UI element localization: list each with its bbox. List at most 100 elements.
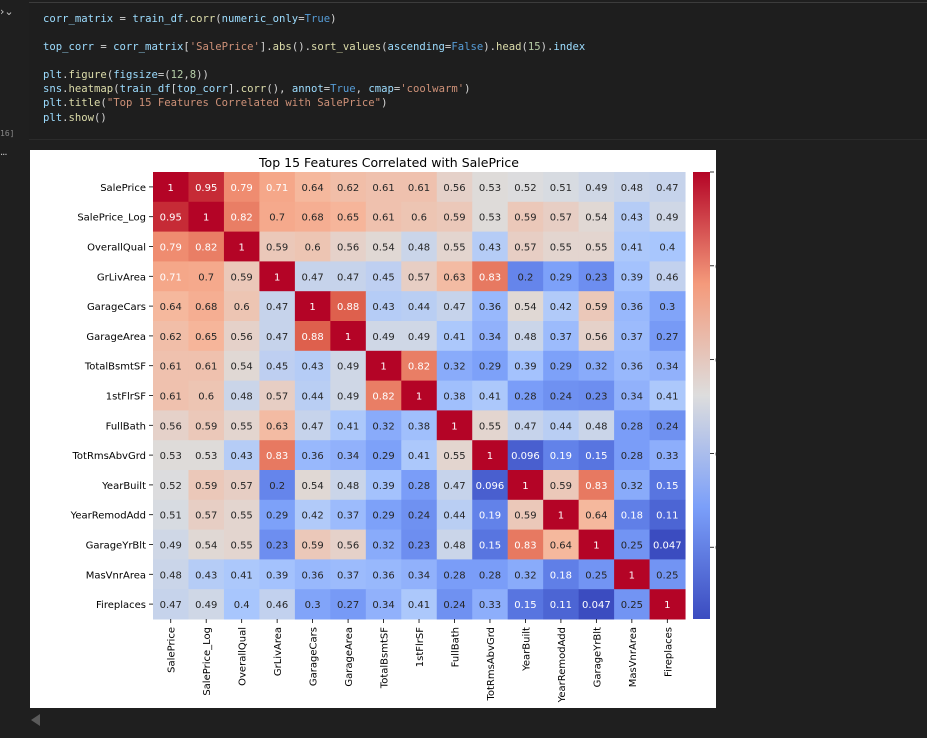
chart-title: Top 15 Features Correlated with SalePric… — [258, 155, 519, 170]
heatmap-cell — [578, 529, 615, 560]
cell-value-label: 0.096 — [511, 451, 540, 462]
y-tick-label: OverallQual — [87, 243, 146, 254]
cell-value-label: 0.28 — [479, 570, 501, 581]
heatmap-cell — [649, 589, 686, 620]
cell-value-label: 0.47 — [443, 302, 465, 313]
cell-value-label: 0.45 — [372, 272, 394, 283]
heatmap-cell — [223, 380, 260, 411]
heatmap-cell — [507, 231, 544, 262]
code-token: = — [94, 41, 114, 53]
heatmap-cell — [188, 559, 225, 590]
heatmap-cell — [614, 201, 651, 233]
cell-value-label: 0.61 — [160, 362, 182, 373]
cell-value-label: 0.59 — [514, 511, 536, 522]
cell-value-label: 0.7 — [198, 272, 214, 283]
heatmap-cell — [507, 499, 544, 531]
x-tick-label: Fireplaces — [663, 627, 674, 677]
heatmap-cell — [472, 172, 509, 203]
code-token: top_corr — [43, 41, 95, 53]
cell-value-label: 0.88 — [301, 332, 323, 343]
cell-value-label: 0.49 — [195, 600, 217, 611]
cell-value-label: 0.59 — [585, 302, 607, 313]
cell-value-label: 0.37 — [337, 570, 359, 581]
heatmap-cell — [507, 559, 544, 590]
heatmap-cell — [578, 231, 615, 262]
y-tick-label: MasVnrArea — [86, 570, 146, 581]
heatmap-cell — [365, 201, 402, 233]
cell-value-label: 0.56 — [337, 243, 359, 254]
code-token: ( — [106, 69, 114, 81]
cell-value-label: 1 — [238, 243, 244, 254]
heatmap-cell — [614, 261, 651, 292]
cell-collapse-toggle[interactable]: ›⌄ — [0, 5, 14, 18]
cell-value-label: 0.11 — [550, 600, 572, 611]
cell-value-label: 0.32 — [372, 421, 394, 432]
cell-value-label: 0.65 — [337, 213, 359, 224]
heatmap-cell — [614, 380, 651, 411]
heatmap-cell — [365, 440, 402, 471]
heatmap-cell — [223, 291, 260, 322]
horizontal-scroll-left-icon[interactable] — [31, 714, 40, 726]
x-tick-label: YearBuilt — [521, 627, 532, 672]
heatmap-cell — [365, 470, 402, 501]
output-menu-button[interactable]: ... — [0, 147, 7, 158]
x-tick-label: 1stFlrSF — [415, 627, 426, 667]
code-token: (), — [266, 83, 292, 95]
code-token: ) — [464, 83, 471, 95]
cell-value-label: 0.32 — [585, 362, 607, 373]
heatmap-cell — [507, 470, 544, 501]
code-token: show — [68, 112, 95, 124]
code-token: ]. — [228, 83, 241, 95]
heatmap-cell — [543, 380, 580, 411]
heatmap-cell — [436, 261, 473, 292]
cell-value-label: 0.43 — [301, 362, 323, 373]
cell-value-label: 0.41 — [621, 243, 643, 254]
heatmap-cell — [649, 231, 686, 262]
cell-value-label: 0.41 — [408, 600, 430, 611]
cell-value-label: 0.54 — [301, 481, 323, 492]
cell-value-label: 0.53 — [195, 451, 217, 462]
cell-value-label: 0.79 — [231, 183, 253, 194]
cell-value-label: 0.54 — [372, 243, 394, 254]
heatmap-cell — [153, 321, 189, 352]
colorbar-tick-label: 1.0 — [715, 168, 716, 179]
heatmap-cell — [294, 231, 331, 262]
code-token: False — [451, 41, 484, 53]
heatmap-cell — [259, 440, 296, 471]
cell-value-label: 0.6 — [411, 213, 427, 224]
y-tick-label: TotRmsAbvGrd — [72, 451, 147, 462]
x-tick-label: GarageArea — [344, 627, 355, 687]
cell-value-label: 0.32 — [372, 541, 394, 552]
colorbar-tick-label: 0.2 — [715, 543, 716, 554]
cell-value-label: 0.61 — [372, 213, 394, 224]
code-token: figure — [68, 69, 107, 81]
x-tick-label: TotalBsmtSF — [380, 627, 391, 689]
heatmap-cell — [543, 529, 580, 560]
heatmap-cell — [294, 261, 331, 292]
code-token: ( — [521, 41, 528, 53]
heatmap-cell — [365, 231, 402, 262]
heatmap-cell — [365, 380, 402, 411]
cell-value-label: 0.4 — [234, 600, 250, 611]
code-cell[interactable]: corr_matrix = train_df.corr(numeric_only… — [29, 2, 927, 140]
heatmap-cell — [330, 321, 367, 352]
cell-value-label: 0.56 — [443, 183, 465, 194]
heatmap-cell — [153, 410, 189, 441]
cell-value-label: 0.56 — [585, 332, 607, 343]
heatmap-cell — [365, 559, 402, 590]
heatmap-cell — [472, 201, 509, 233]
code-token: ). — [483, 41, 496, 53]
heatmap-cell — [614, 559, 651, 590]
code-token: . — [62, 69, 69, 81]
code-token: = — [113, 13, 133, 25]
cell-value-label: 0.59 — [195, 421, 217, 432]
cell-value-label: 0.37 — [621, 332, 643, 343]
cell-value-label: 1 — [345, 332, 351, 343]
cell-value-label: 0.61 — [408, 183, 430, 194]
cell-value-label: 0.18 — [621, 511, 643, 522]
code-token: "Top 15 Features Correlated with SalePri… — [106, 97, 382, 109]
cell-value-label: 0.53 — [160, 451, 182, 462]
cell-value-label: 0.29 — [479, 362, 501, 373]
cell-value-label: 0.34 — [479, 332, 501, 343]
cell-value-label: 0.37 — [337, 511, 359, 522]
